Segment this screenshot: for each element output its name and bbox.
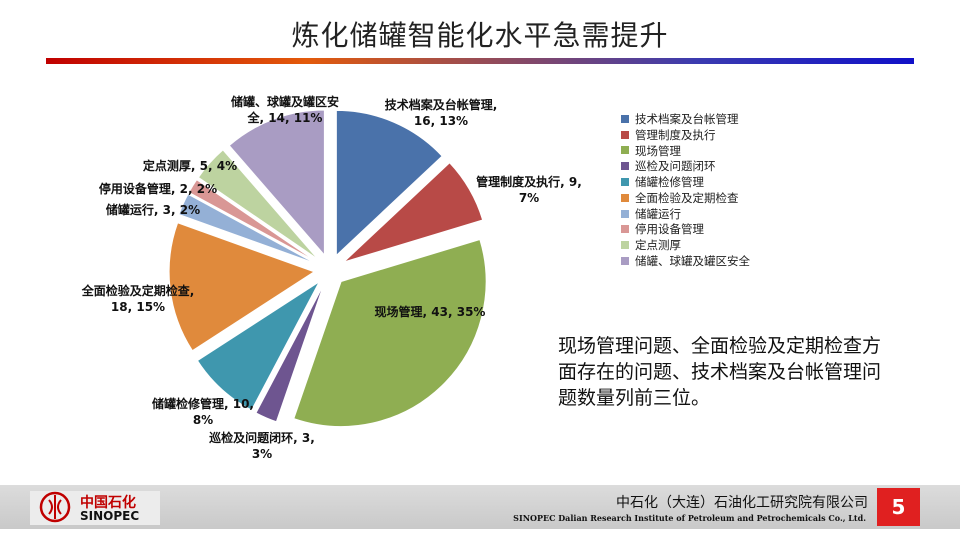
pie-slice <box>188 179 317 263</box>
legend-label: 储罐运行 <box>635 206 681 221</box>
legend-item: 全面检验及定期检查 <box>621 190 750 206</box>
company-name-en: SINOPEC Dalian Research Institute of Pet… <box>513 513 866 523</box>
legend-label: 储罐、球罐及罐区安全 <box>635 254 750 269</box>
footer-bar <box>0 485 960 529</box>
legend-swatch <box>621 146 629 155</box>
pie-slice <box>228 109 325 257</box>
legend-swatch <box>621 257 629 266</box>
pie-slice <box>255 284 325 423</box>
logo-text-cn: 中国石化 <box>80 495 136 511</box>
company-name-cn: 中石化（大连）石油化工研究院有限公司 <box>616 495 868 511</box>
slide-title: 炼化储罐智能化水平急需提升 <box>291 19 669 52</box>
legend-item: 定点测厚 <box>621 237 750 253</box>
slice-data-label: 停用设备管理, 2, 2% <box>99 181 217 196</box>
slice-data-label: 储罐检修管理, 10, 8% <box>152 396 254 427</box>
legend-swatch <box>621 225 629 234</box>
slice-data-label: 现场管理, 43, 35% <box>375 304 486 319</box>
pie-slice <box>335 109 443 257</box>
legend-label: 定点测厚 <box>635 238 681 253</box>
pie-slice <box>178 193 316 264</box>
slice-data-label: 定点测厚, 5, 4% <box>143 158 237 173</box>
pie-slice <box>197 149 319 260</box>
pie-slice <box>196 280 321 411</box>
legend-swatch <box>621 162 629 171</box>
summary-text: 现场管理问题、全面检验及定期检查方面存在的问题、技术档案及台帐管理问题数量列前三… <box>558 335 882 409</box>
legend-swatch <box>621 130 629 139</box>
legend-label: 停用设备管理 <box>635 222 704 237</box>
legend-label: 储罐检修管理 <box>635 175 704 190</box>
legend-item: 巡检及问题闭环 <box>621 158 750 174</box>
legend-item: 管理制度及执行 <box>621 127 750 143</box>
legend-label: 现场管理 <box>635 143 681 158</box>
slice-data-label: 储罐运行, 3, 2% <box>106 202 200 217</box>
legend-swatch <box>621 114 629 123</box>
legend-item: 储罐运行 <box>621 206 750 222</box>
legend-swatch <box>621 178 629 187</box>
slice-data-label: 全面检验及定期检查, 18, 15% <box>81 283 195 314</box>
legend-label: 巡检及问题闭环 <box>635 159 716 174</box>
legend-label: 技术档案及台帐管理 <box>635 111 739 126</box>
pie-slice <box>343 162 484 263</box>
page-number: 5 <box>877 488 920 526</box>
pie-slice <box>168 222 316 352</box>
legend-item: 储罐、球罐及罐区安全 <box>621 253 750 269</box>
legend-item: 技术档案及台帐管理 <box>621 111 750 127</box>
slice-data-label: 巡检及问题闭环, 3, 3% <box>209 430 315 461</box>
legend-item: 储罐检修管理 <box>621 174 750 190</box>
logo-text-en: SINOPEC <box>80 509 140 523</box>
legend-swatch <box>621 209 629 218</box>
slice-data-label: 储罐、球罐及罐区安全, 14, 11% <box>231 94 339 125</box>
legend-swatch <box>621 241 629 250</box>
chart-legend: 技术档案及台帐管理 管理制度及执行 现场管理 巡检及问题闭环 储罐检修管理 全面检验及定期… <box>621 111 750 269</box>
sinopec-logo-icon <box>39 491 71 523</box>
title-rule <box>46 58 914 64</box>
legend-item: 现场管理 <box>621 143 750 159</box>
pie-slice <box>293 238 487 428</box>
legend-swatch <box>621 193 629 202</box>
legend-label: 全面检验及定期检查 <box>635 190 739 205</box>
legend-item: 停用设备管理 <box>621 222 750 238</box>
slice-data-label: 技术档案及台帐管理, 16, 13% <box>385 97 498 128</box>
slice-data-label: 管理制度及执行, 9, 7% <box>476 174 582 205</box>
legend-label: 管理制度及执行 <box>635 127 716 142</box>
